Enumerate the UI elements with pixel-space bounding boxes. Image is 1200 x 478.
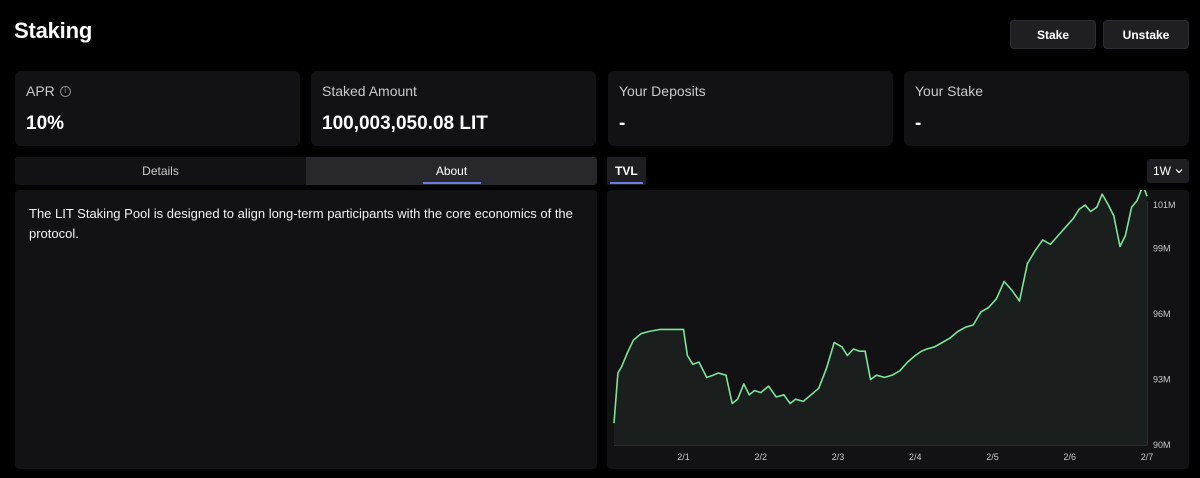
stat-value: -	[915, 113, 922, 134]
range-select-value: 1W	[1153, 164, 1171, 178]
tvl-area	[614, 190, 1147, 445]
y-tick-label: 90M	[1153, 440, 1171, 450]
unstake-button[interactable]: Unstake	[1103, 20, 1189, 49]
y-tick-label: 96M	[1153, 309, 1171, 319]
tab-about[interactable]: About	[306, 157, 597, 185]
x-tick-label: 2/6	[1063, 452, 1076, 462]
stat-card-apr: APR i 10%	[15, 71, 300, 146]
stat-value: -	[619, 113, 626, 134]
x-tick-label: 2/7	[1141, 452, 1154, 462]
x-tick-label: 2/5	[986, 452, 999, 462]
tab-tvl[interactable]: TVL	[607, 157, 646, 185]
info-tabs: Details About	[15, 157, 597, 185]
stat-label-text: APR	[26, 83, 55, 99]
info-icon[interactable]: i	[59, 85, 71, 97]
stat-label: Your Deposits	[619, 83, 706, 99]
stat-value: 100,003,050.08 LIT	[322, 113, 488, 134]
stake-button[interactable]: Stake	[1010, 20, 1096, 49]
stat-label: APR i	[26, 83, 289, 99]
y-tick-label: 93M	[1153, 375, 1171, 385]
tvl-chart-svg: 90M 93M 96M 99M 101M 2/1 2/2 2/3 2/4 2/5 2/6 2/7	[613, 190, 1176, 462]
stat-label: Your Stake	[915, 83, 983, 99]
stat-value: 10%	[26, 113, 65, 134]
range-select[interactable]: 1W	[1147, 159, 1189, 183]
stat-label: Staked Amount	[322, 83, 417, 99]
about-text: The LIT Staking Pool is designed to alig…	[29, 206, 573, 241]
chevron-down-icon	[1175, 169, 1183, 174]
y-tick-label: 101M	[1153, 200, 1176, 210]
x-tick-label: 2/1	[677, 452, 690, 462]
x-tick-label: 2/2	[755, 452, 768, 462]
stat-card-staked-amount: Staked Amount 100,003,050.08 LIT	[311, 71, 596, 146]
tab-details[interactable]: Details	[142, 164, 179, 178]
stat-card-your-stake: Your Stake -	[904, 71, 1189, 146]
about-panel: The LIT Staking Pool is designed to alig…	[15, 190, 597, 469]
tvl-line	[613, 190, 1148, 424]
chart-tabs: TVL 1W	[607, 157, 1189, 185]
x-tick-label: 2/4	[909, 452, 922, 462]
stat-card-your-deposits: Your Deposits -	[608, 71, 893, 146]
tvl-chart: 90M 93M 96M 99M 101M 2/1 2/2 2/3 2/4 2/5 2/6 2/7	[607, 190, 1189, 469]
x-tick-label: 2/3	[832, 452, 845, 462]
y-tick-label: 99M	[1153, 244, 1171, 254]
page-title: Staking	[14, 18, 93, 43]
